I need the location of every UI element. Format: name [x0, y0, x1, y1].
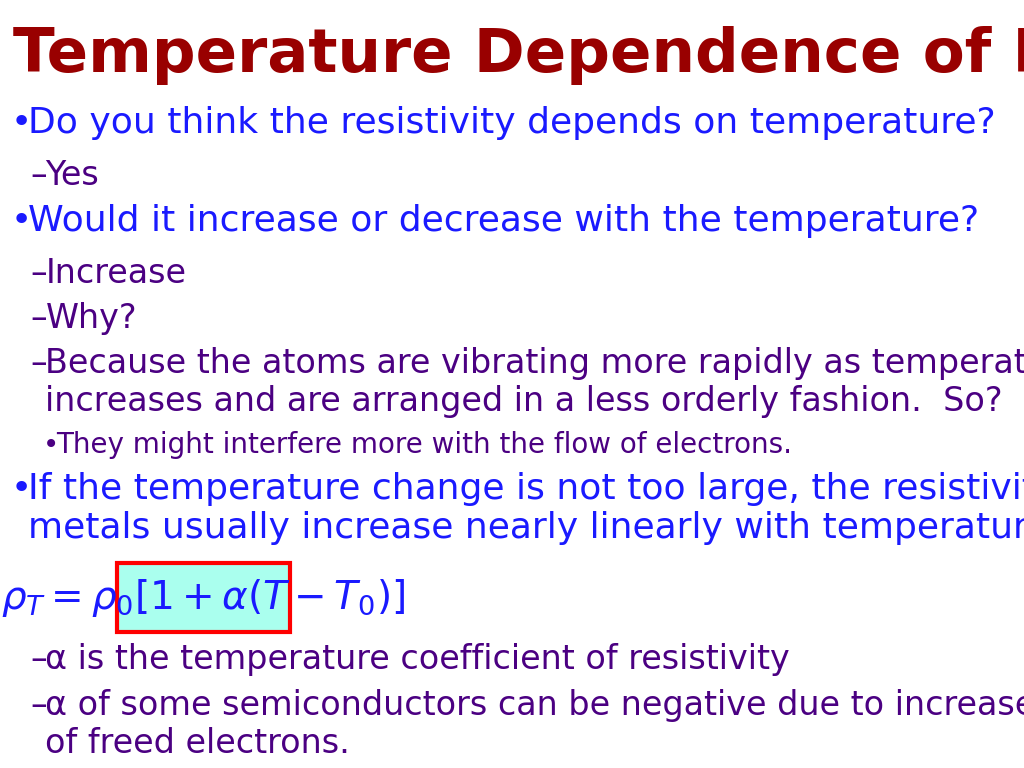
Text: If the temperature change is not too large, the resistivity of
metals usually in: If the temperature change is not too lar…	[28, 472, 1024, 545]
Text: –: –	[31, 689, 47, 722]
Text: •: •	[11, 204, 32, 238]
Text: •: •	[11, 472, 32, 505]
Text: $\rho_T = \rho_0\left[1 + \alpha\left(T - T_0\right)\right]$: $\rho_T = \rho_0\left[1 + \alpha\left(T …	[1, 577, 406, 619]
Text: α is the temperature coefficient of resistivity: α is the temperature coefficient of resi…	[45, 644, 791, 677]
Text: Do you think the resistivity depends on temperature?: Do you think the resistivity depends on …	[28, 106, 995, 140]
Text: –: –	[31, 302, 47, 335]
Text: •: •	[43, 432, 59, 459]
Text: Why?: Why?	[45, 302, 137, 335]
Text: –: –	[31, 347, 47, 380]
Text: Would it increase or decrease with the temperature?: Would it increase or decrease with the t…	[28, 204, 979, 238]
Text: Yes: Yes	[45, 159, 99, 192]
Text: Because the atoms are vibrating more rapidly as temperature
increases and are ar: Because the atoms are vibrating more rap…	[45, 347, 1024, 419]
Text: Temperature Dependence of Resistivity: Temperature Dependence of Resistivity	[13, 25, 1024, 84]
Text: –: –	[31, 159, 47, 192]
Text: Increase: Increase	[45, 257, 186, 290]
FancyBboxPatch shape	[117, 563, 290, 632]
Text: –: –	[31, 257, 47, 290]
Text: –: –	[31, 644, 47, 677]
Text: α of some semiconductors can be negative due to increased number
of freed electr: α of some semiconductors can be negative…	[45, 689, 1024, 760]
Text: •: •	[11, 106, 32, 140]
Text: They might interfere more with the flow of electrons.: They might interfere more with the flow …	[56, 432, 793, 459]
